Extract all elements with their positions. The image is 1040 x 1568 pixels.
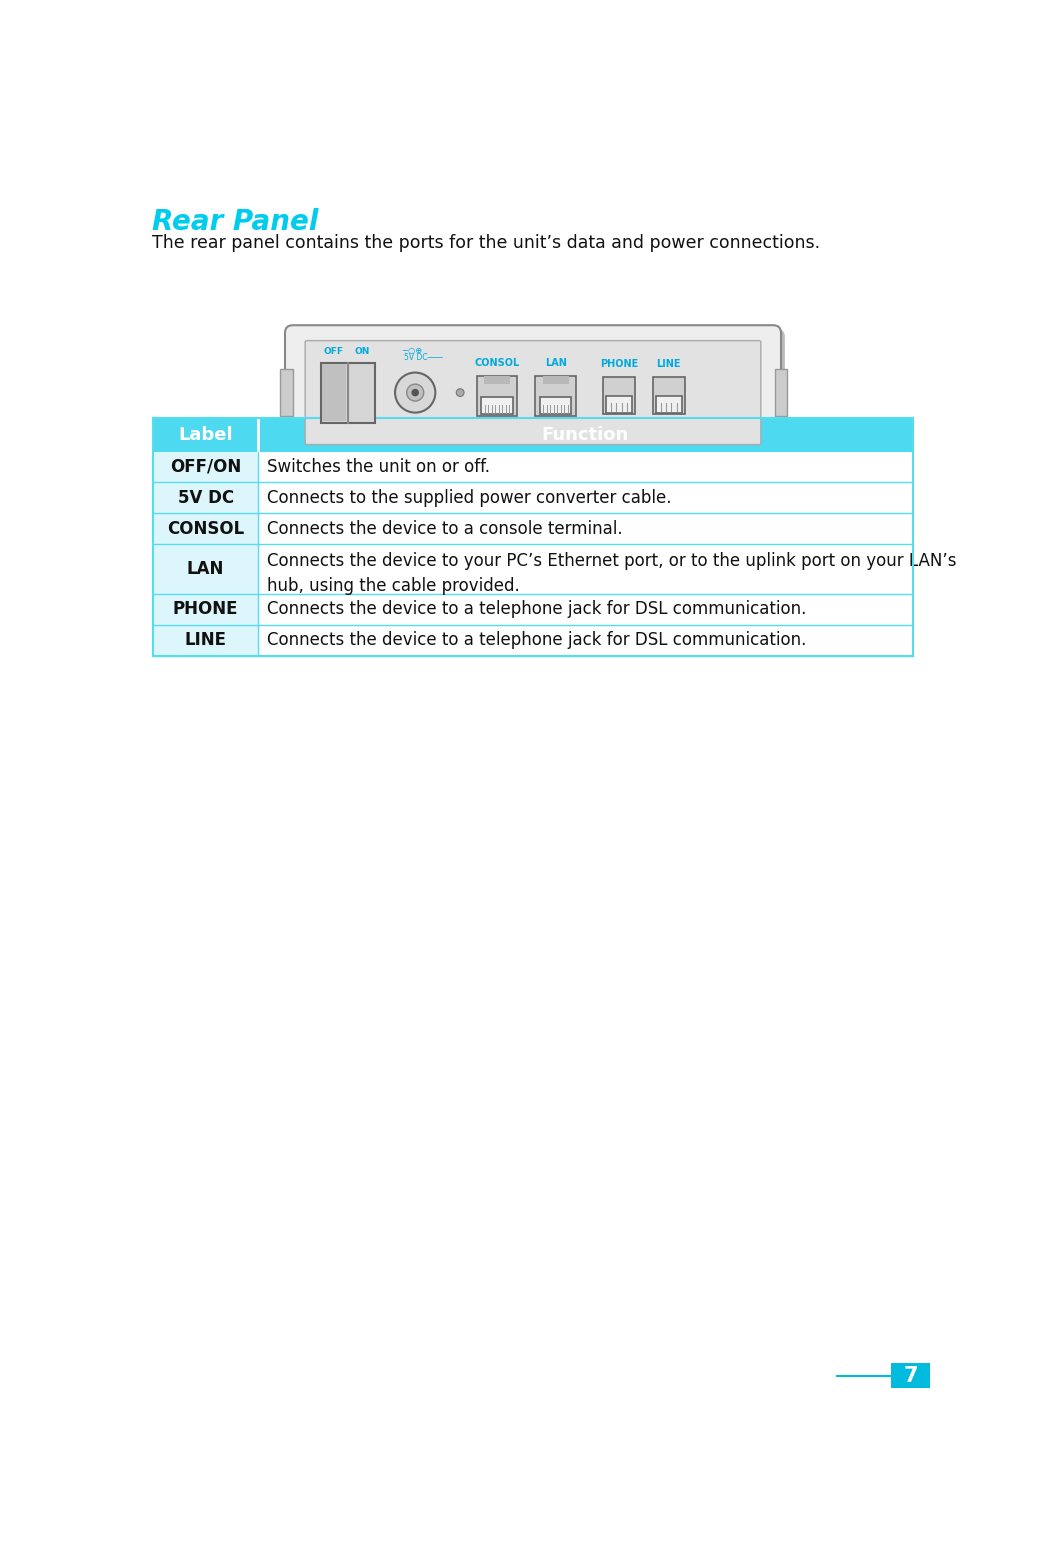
FancyBboxPatch shape: [285, 325, 781, 459]
Text: PHONE: PHONE: [600, 359, 639, 370]
Bar: [606, 397, 632, 412]
Bar: [258, 624, 913, 655]
Text: 5V DC――: 5V DC――: [405, 353, 443, 362]
Bar: [153, 452, 258, 483]
Text: ON: ON: [355, 347, 370, 356]
Bar: [258, 452, 913, 483]
Bar: [543, 376, 569, 384]
Bar: [540, 397, 571, 414]
Text: LAN: LAN: [187, 560, 225, 579]
Bar: [320, 362, 374, 423]
Text: PHONE: PHONE: [173, 601, 238, 618]
Bar: [476, 376, 517, 416]
Text: Connects the device to your PC’s Ethernet port, or to the uplink port on your LA: Connects the device to your PC’s Etherne…: [267, 552, 957, 571]
Text: CONSOL: CONSOL: [167, 519, 244, 538]
Bar: [652, 378, 685, 414]
Text: LINE: LINE: [656, 359, 681, 370]
Text: 5V DC: 5V DC: [178, 489, 234, 506]
Text: LAN: LAN: [545, 358, 567, 368]
Text: Connects to the supplied power converter cable.: Connects to the supplied power converter…: [267, 489, 672, 506]
Text: OFF: OFF: [323, 347, 344, 356]
Circle shape: [457, 389, 464, 397]
Text: Switches the unit on or off.: Switches the unit on or off.: [267, 458, 490, 477]
Bar: [258, 544, 913, 594]
Bar: [603, 378, 635, 414]
Bar: [482, 397, 513, 414]
FancyBboxPatch shape: [289, 329, 785, 464]
Bar: [891, 1363, 930, 1388]
Bar: [153, 483, 258, 513]
Bar: [281, 368, 292, 417]
Text: Rear Panel: Rear Panel: [152, 209, 318, 237]
Text: LINE: LINE: [184, 632, 227, 649]
Circle shape: [407, 384, 423, 401]
Bar: [153, 594, 258, 624]
Text: The rear panel contains the ports for the unit’s data and power connections.: The rear panel contains the ports for th…: [152, 234, 820, 252]
Text: −○⊕: −○⊕: [401, 347, 422, 354]
Bar: [258, 483, 913, 513]
Text: 7: 7: [903, 1366, 917, 1386]
Bar: [731, 452, 763, 463]
Bar: [312, 452, 344, 463]
Text: Connects the device to a telephone jack for DSL communication.: Connects the device to a telephone jack …: [267, 601, 807, 618]
Bar: [656, 397, 682, 412]
Text: CONSOL: CONSOL: [474, 358, 519, 368]
Bar: [775, 368, 787, 417]
Text: OFF/ON: OFF/ON: [170, 458, 241, 477]
Bar: [153, 417, 913, 452]
Text: Connects the device to a console terminal.: Connects the device to a console termina…: [267, 519, 623, 538]
Bar: [258, 513, 913, 544]
Circle shape: [412, 389, 418, 395]
FancyBboxPatch shape: [305, 340, 761, 445]
Text: Label: Label: [178, 425, 233, 444]
Text: Connects the device to a telephone jack for DSL communication.: Connects the device to a telephone jack …: [267, 632, 807, 649]
Bar: [153, 624, 258, 655]
Bar: [153, 544, 258, 594]
Bar: [153, 513, 258, 544]
Bar: [322, 364, 346, 422]
Text: hub, using the cable provided.: hub, using the cable provided.: [267, 577, 520, 596]
Bar: [258, 594, 913, 624]
Circle shape: [395, 373, 436, 412]
Bar: [484, 376, 510, 384]
Text: Function: Function: [542, 425, 629, 444]
Bar: [536, 376, 576, 416]
